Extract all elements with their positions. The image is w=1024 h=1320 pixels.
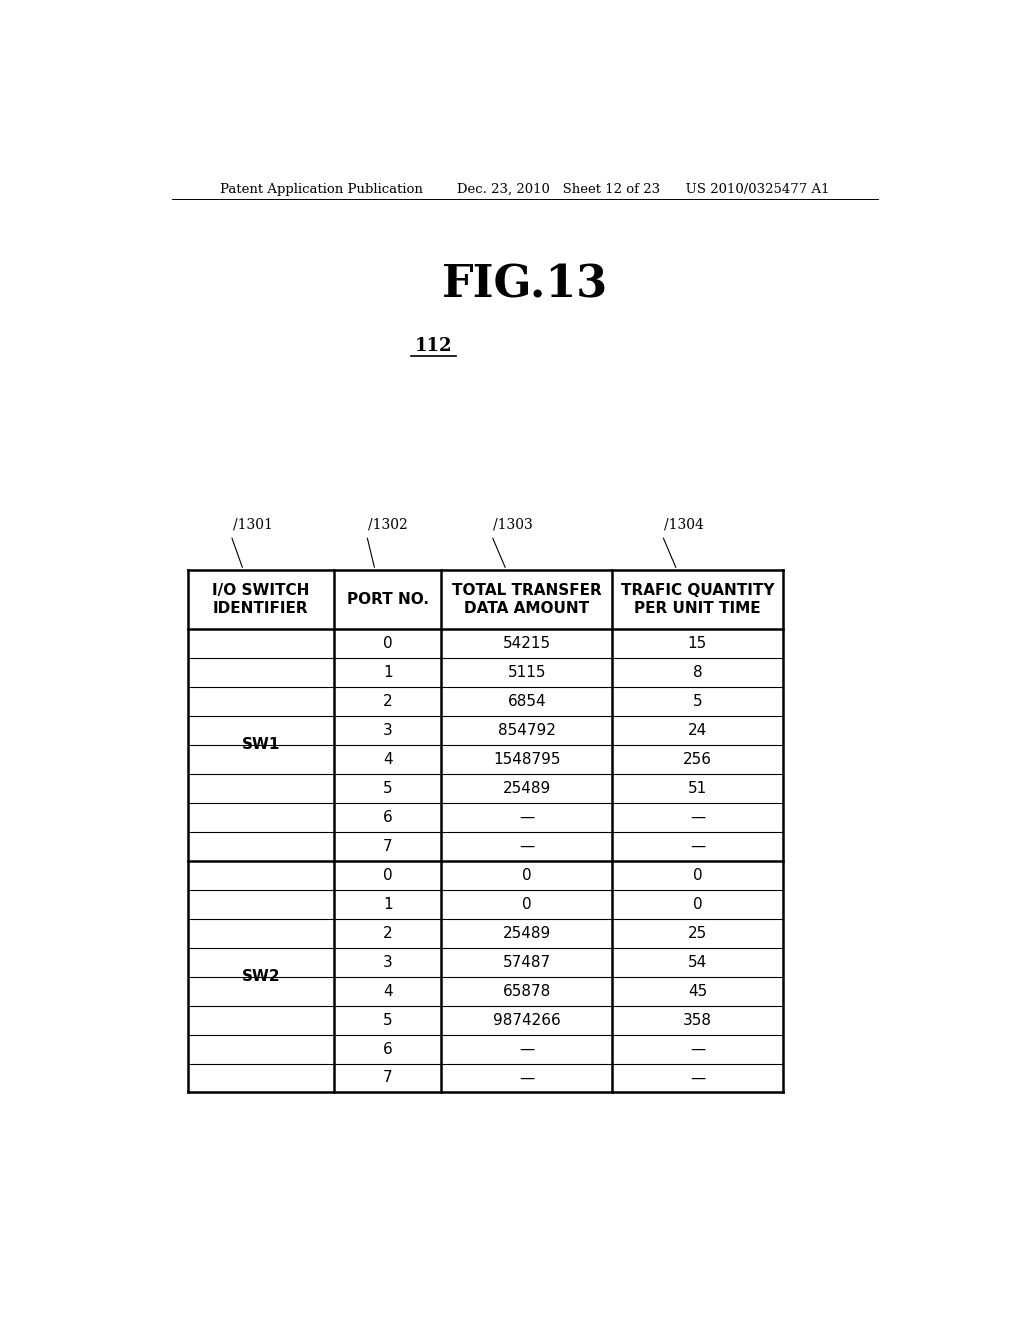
Text: 3: 3 bbox=[383, 954, 393, 970]
Text: —: — bbox=[519, 809, 535, 825]
Text: —: — bbox=[519, 838, 535, 854]
Text: FIG.13: FIG.13 bbox=[441, 264, 608, 308]
Text: 1548795: 1548795 bbox=[493, 752, 560, 767]
Text: TOTAL TRANSFER
DATA AMOUNT: TOTAL TRANSFER DATA AMOUNT bbox=[452, 582, 602, 616]
Text: 1: 1 bbox=[383, 896, 393, 912]
Text: I/O SWITCH
IDENTIFIER: I/O SWITCH IDENTIFIER bbox=[212, 582, 309, 616]
Text: 25: 25 bbox=[688, 925, 707, 941]
Text: 256: 256 bbox=[683, 752, 712, 767]
Text: 9874266: 9874266 bbox=[493, 1012, 561, 1027]
Text: 54215: 54215 bbox=[503, 636, 551, 651]
Text: 57487: 57487 bbox=[503, 954, 551, 970]
Text: 4: 4 bbox=[383, 752, 393, 767]
Text: 7: 7 bbox=[383, 838, 393, 854]
Text: 1: 1 bbox=[383, 665, 393, 680]
Text: 54: 54 bbox=[688, 954, 707, 970]
Text: 0: 0 bbox=[383, 636, 393, 651]
Text: 358: 358 bbox=[683, 1012, 712, 1027]
Text: 0: 0 bbox=[522, 896, 531, 912]
Text: 25489: 25489 bbox=[503, 925, 551, 941]
Text: 24: 24 bbox=[688, 723, 707, 738]
Text: —: — bbox=[690, 809, 706, 825]
Text: 15: 15 bbox=[688, 636, 707, 651]
Text: —: — bbox=[690, 1041, 706, 1056]
Text: 2: 2 bbox=[383, 694, 393, 709]
Text: /1304: /1304 bbox=[664, 517, 703, 532]
Text: PORT NO.: PORT NO. bbox=[347, 591, 429, 607]
Text: 5: 5 bbox=[692, 694, 702, 709]
Text: 6854: 6854 bbox=[508, 694, 546, 709]
Text: SW2: SW2 bbox=[242, 969, 281, 985]
Text: 8: 8 bbox=[692, 665, 702, 680]
Text: SW1: SW1 bbox=[242, 738, 281, 752]
Text: /1303: /1303 bbox=[494, 517, 532, 532]
Text: 4: 4 bbox=[383, 983, 393, 999]
Text: 5: 5 bbox=[383, 781, 393, 796]
Text: 6: 6 bbox=[383, 1041, 393, 1056]
Text: —: — bbox=[519, 1071, 535, 1085]
Text: 112: 112 bbox=[415, 338, 453, 355]
Text: 0: 0 bbox=[692, 867, 702, 883]
Text: /1301: /1301 bbox=[232, 517, 272, 532]
Text: 3: 3 bbox=[383, 723, 393, 738]
Text: 7: 7 bbox=[383, 1071, 393, 1085]
Text: 6: 6 bbox=[383, 809, 393, 825]
Text: 0: 0 bbox=[383, 867, 393, 883]
Text: TRAFIC QUANTITY
PER UNIT TIME: TRAFIC QUANTITY PER UNIT TIME bbox=[621, 582, 774, 616]
Text: —: — bbox=[519, 1041, 535, 1056]
Text: 0: 0 bbox=[692, 896, 702, 912]
Text: 2: 2 bbox=[383, 925, 393, 941]
Text: 0: 0 bbox=[522, 867, 531, 883]
Text: 25489: 25489 bbox=[503, 781, 551, 796]
Text: 65878: 65878 bbox=[503, 983, 551, 999]
Text: 5: 5 bbox=[383, 1012, 393, 1027]
Text: 45: 45 bbox=[688, 983, 707, 999]
Text: 854792: 854792 bbox=[498, 723, 556, 738]
Text: /1302: /1302 bbox=[369, 517, 408, 532]
Text: 5115: 5115 bbox=[508, 665, 546, 680]
Text: Patent Application Publication        Dec. 23, 2010   Sheet 12 of 23      US 201: Patent Application Publication Dec. 23, … bbox=[220, 183, 829, 197]
Text: —: — bbox=[690, 1071, 706, 1085]
Text: —: — bbox=[690, 838, 706, 854]
Text: 51: 51 bbox=[688, 781, 707, 796]
